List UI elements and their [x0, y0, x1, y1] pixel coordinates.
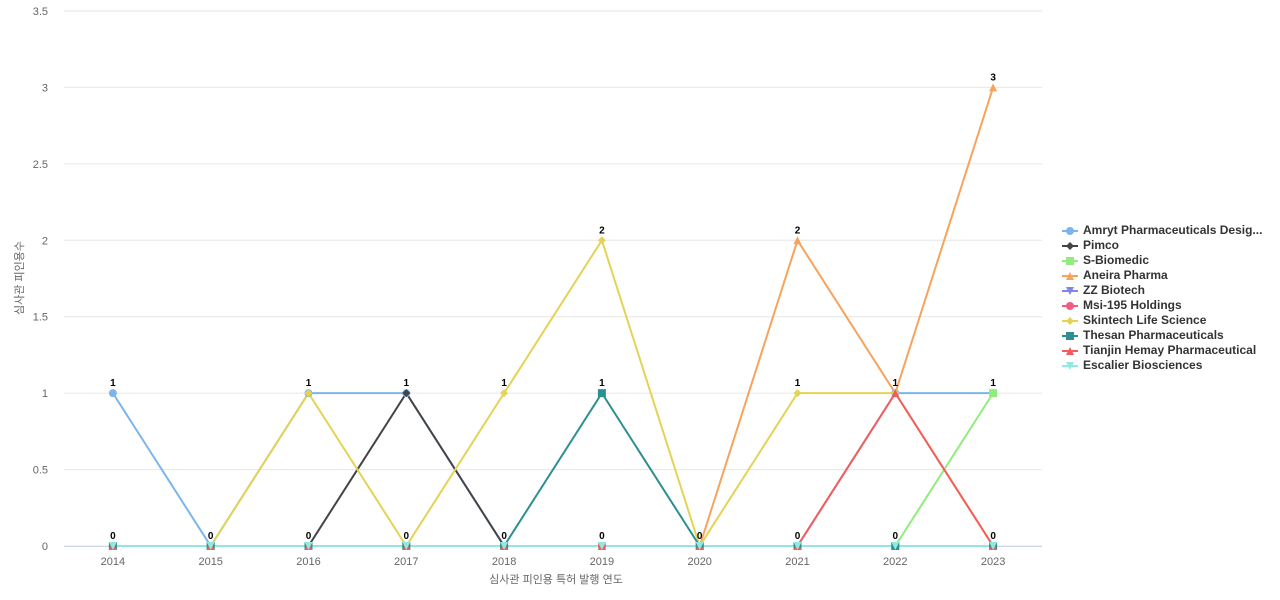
- marker: [891, 389, 900, 398]
- data-label: 2: [599, 225, 605, 236]
- legend-label: Aneira Pharma: [1083, 268, 1168, 282]
- data-label: 1: [110, 378, 116, 389]
- marker: [695, 542, 704, 550]
- y-tick-label: 0: [42, 541, 48, 553]
- data-label: 1: [795, 378, 801, 389]
- marker: [793, 389, 802, 398]
- marker: [304, 389, 313, 398]
- y-tick-label: 1.5: [33, 312, 48, 324]
- legend-item[interactable]: S-Biomedic: [1062, 253, 1149, 267]
- data-label: 1: [893, 378, 899, 389]
- legend-label: Escalier Biosciences: [1083, 358, 1203, 372]
- marker: [1066, 362, 1074, 370]
- data-label: 2: [795, 225, 801, 236]
- y-tick-label: 3: [42, 82, 48, 94]
- x-tick-label: 2014: [101, 556, 125, 568]
- marker: [1066, 317, 1074, 325]
- x-tick-label: 2017: [394, 556, 418, 568]
- legend-label: Thesan Pharmaceuticals: [1083, 328, 1224, 342]
- marker: [1066, 347, 1074, 355]
- legend-label: ZZ Biotech: [1083, 283, 1145, 297]
- y-tick-label: 1: [42, 388, 48, 400]
- series-line: [112, 237, 994, 549]
- marker: [793, 542, 802, 550]
- marker: [304, 542, 313, 550]
- x-tick-label: 2022: [883, 556, 907, 568]
- x-tick-label: 2021: [785, 556, 809, 568]
- marker: [206, 542, 215, 550]
- marker: [597, 389, 606, 398]
- data-label: 0: [893, 531, 899, 542]
- data-label: 0: [208, 531, 214, 542]
- marker: [108, 389, 117, 398]
- marker: [989, 542, 998, 550]
- marker: [1066, 242, 1074, 250]
- data-label: 0: [697, 531, 703, 542]
- marker: [500, 389, 509, 398]
- legend-item[interactable]: Aneira Pharma: [1062, 268, 1168, 282]
- x-tick-label: 2016: [296, 556, 320, 568]
- y-tick-label: 0.5: [33, 465, 48, 477]
- data-label: 1: [404, 378, 410, 389]
- data-label: 1: [599, 378, 605, 389]
- x-tick-label: 2023: [981, 556, 1005, 568]
- data-label: 0: [795, 531, 801, 542]
- marker: [500, 542, 509, 550]
- marker: [1066, 227, 1074, 235]
- data-label: 0: [599, 531, 605, 542]
- marker: [989, 83, 998, 92]
- legend-item[interactable]: Skintech Life Science: [1062, 313, 1207, 327]
- legend-item[interactable]: Pimco: [1062, 238, 1119, 252]
- x-tick-label: 2020: [687, 556, 711, 568]
- data-label: 0: [110, 531, 116, 542]
- marker: [1066, 257, 1074, 265]
- y-tick-label: 3.5: [33, 6, 48, 18]
- data-label: 0: [501, 531, 507, 542]
- marker: [1066, 287, 1074, 295]
- legend-item[interactable]: Amryt Pharmaceuticals Desig...: [1062, 223, 1262, 237]
- y-axis-title: 심사관 피인용수: [13, 241, 26, 315]
- x-tick-label: 2015: [198, 556, 222, 568]
- legend-item[interactable]: Msi-195 Holdings: [1062, 298, 1182, 312]
- marker: [891, 542, 900, 550]
- data-label: 1: [306, 378, 312, 389]
- marker: [1066, 302, 1074, 310]
- marker: [793, 236, 802, 245]
- marker: [402, 542, 411, 550]
- data-label: 1: [501, 378, 507, 389]
- x-tick-label: 2018: [492, 556, 516, 568]
- marker: [989, 389, 998, 398]
- data-label: 0: [404, 531, 410, 542]
- legend-item[interactable]: Escalier Biosciences: [1062, 358, 1203, 372]
- marker: [597, 542, 606, 550]
- legend-label: Skintech Life Science: [1083, 313, 1207, 327]
- marker: [1066, 272, 1074, 280]
- y-tick-label: 2.5: [33, 159, 48, 171]
- data-label: 0: [990, 531, 996, 542]
- marker: [108, 542, 117, 550]
- legend-item[interactable]: ZZ Biotech: [1062, 283, 1145, 297]
- legend-label: Tianjin Hemay Pharmaceutical: [1083, 343, 1256, 357]
- legend-label: Amryt Pharmaceuticals Desig...: [1083, 223, 1262, 237]
- y-tick-label: 2: [42, 235, 48, 247]
- marker: [597, 236, 606, 245]
- legend-item[interactable]: Thesan Pharmaceuticals: [1062, 328, 1224, 342]
- data-label: 3: [990, 72, 996, 83]
- x-axis-title: 심사관 피인용 특허 발행 연도: [489, 573, 623, 586]
- marker: [402, 389, 411, 398]
- legend-label: Pimco: [1083, 238, 1119, 252]
- data-label: 1: [990, 378, 996, 389]
- marker: [1066, 332, 1074, 340]
- data-label: 0: [306, 531, 312, 542]
- legend-label: Msi-195 Holdings: [1083, 298, 1182, 312]
- x-tick-label: 2019: [590, 556, 614, 568]
- legend-label: S-Biomedic: [1083, 253, 1149, 267]
- legend-item[interactable]: Tianjin Hemay Pharmaceutical: [1062, 343, 1256, 357]
